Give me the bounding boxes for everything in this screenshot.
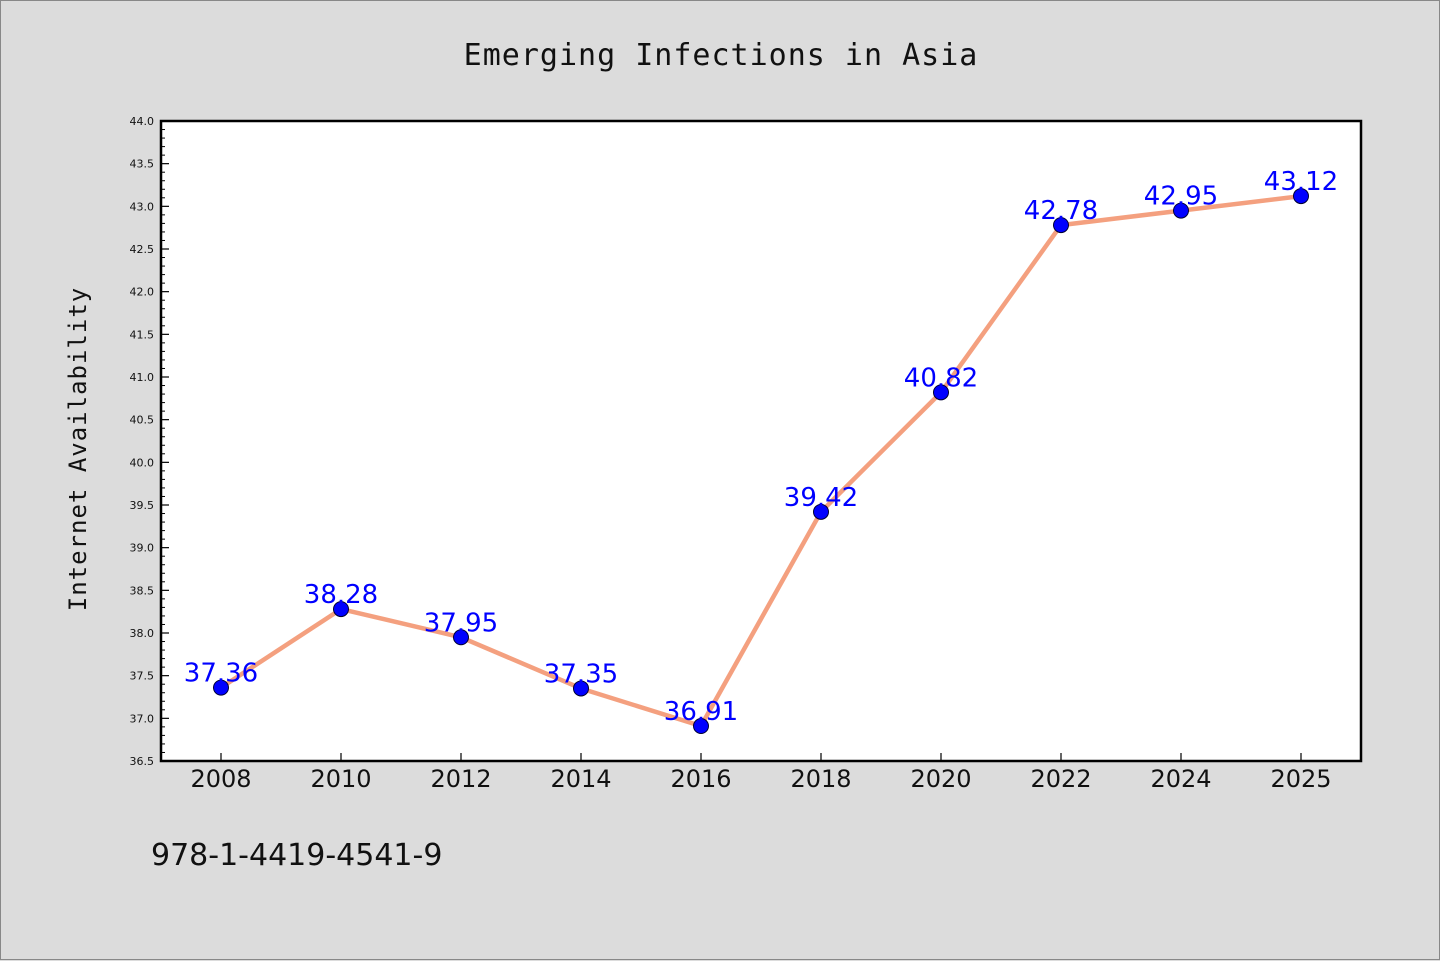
y-tick-label: 39.0 (130, 542, 155, 555)
data-point (213, 679, 229, 696)
y-tick-label: 37.5 (130, 670, 155, 683)
y-tick-label: 40.5 (130, 414, 155, 427)
x-tick-label: 2014 (550, 765, 611, 793)
data-label: 37.35 (544, 659, 618, 689)
x-tick-label: 2018 (790, 765, 851, 793)
data-label: 43.12 (1264, 167, 1338, 197)
data-labels-layer: 37.36 38.28 37.95 37.35 36.91 39.42 40.82 42.78… (184, 167, 1338, 727)
y-tick-label: 39.5 (130, 499, 155, 512)
y-tick-label: 42.0 (130, 286, 155, 299)
data-label: 42.78 (1024, 196, 1098, 226)
y-tick-label: 44.0 (130, 115, 155, 128)
data-label: 40.82 (904, 363, 978, 393)
x-tick-label: 2008 (190, 765, 251, 793)
y-tick-label: 41.5 (130, 328, 155, 341)
y-tick-label: 40.0 (130, 456, 155, 469)
x-tick-label: 2012 (430, 765, 491, 793)
y-tick-label: 42.5 (130, 243, 155, 256)
x-tick-label: 2024 (1150, 765, 1211, 793)
y-tick-label: 41.0 (130, 371, 155, 384)
y-tick-label: 38.0 (130, 627, 155, 640)
y-axis-label: Internet Availability (64, 287, 92, 611)
y-axis-ticks: 36.5 37.0 37.5 38.0 38.5 39.0 39.5 40.0 40.5 41.0… (130, 115, 169, 768)
series-layer (213, 188, 1309, 735)
data-label: 36.91 (664, 697, 738, 727)
series-line (218, 193, 1304, 729)
x-tick-label: 2010 (310, 765, 371, 793)
data-point (333, 601, 349, 618)
x-axis-ticks: 2008 2010 2012 2014 2016 2018 2020 2022 2024 2025 (190, 753, 1332, 793)
y-tick-label: 36.5 (130, 755, 155, 768)
x-tick-label: 2020 (910, 765, 971, 793)
data-label: 42.95 (1144, 182, 1218, 212)
data-point (933, 384, 949, 401)
data-label: 38.28 (304, 580, 378, 610)
data-label: 39.42 (784, 483, 858, 513)
data-point (1053, 217, 1069, 234)
data-label: 37.95 (424, 608, 498, 638)
y-tick-label: 43.0 (130, 200, 155, 213)
data-point (693, 718, 709, 735)
isbn-annotation: 978-1-4419-4541-9 (151, 838, 442, 873)
data-point (453, 629, 469, 646)
chart-title: Emerging Infections in Asia (464, 38, 979, 73)
y-tick-label: 38.5 (130, 584, 155, 597)
y-tick-label: 37.0 (130, 712, 155, 725)
data-point (1293, 188, 1309, 205)
data-point (813, 503, 829, 520)
y-tick-label: 43.5 (130, 158, 155, 171)
data-label: 37.36 (184, 659, 258, 689)
x-tick-label: 2025 (1270, 765, 1331, 793)
x-tick-label: 2022 (1030, 765, 1091, 793)
data-point (1173, 202, 1189, 219)
data-point (573, 680, 589, 697)
x-tick-label: 2016 (670, 765, 731, 793)
plot-area (159, 119, 1363, 763)
